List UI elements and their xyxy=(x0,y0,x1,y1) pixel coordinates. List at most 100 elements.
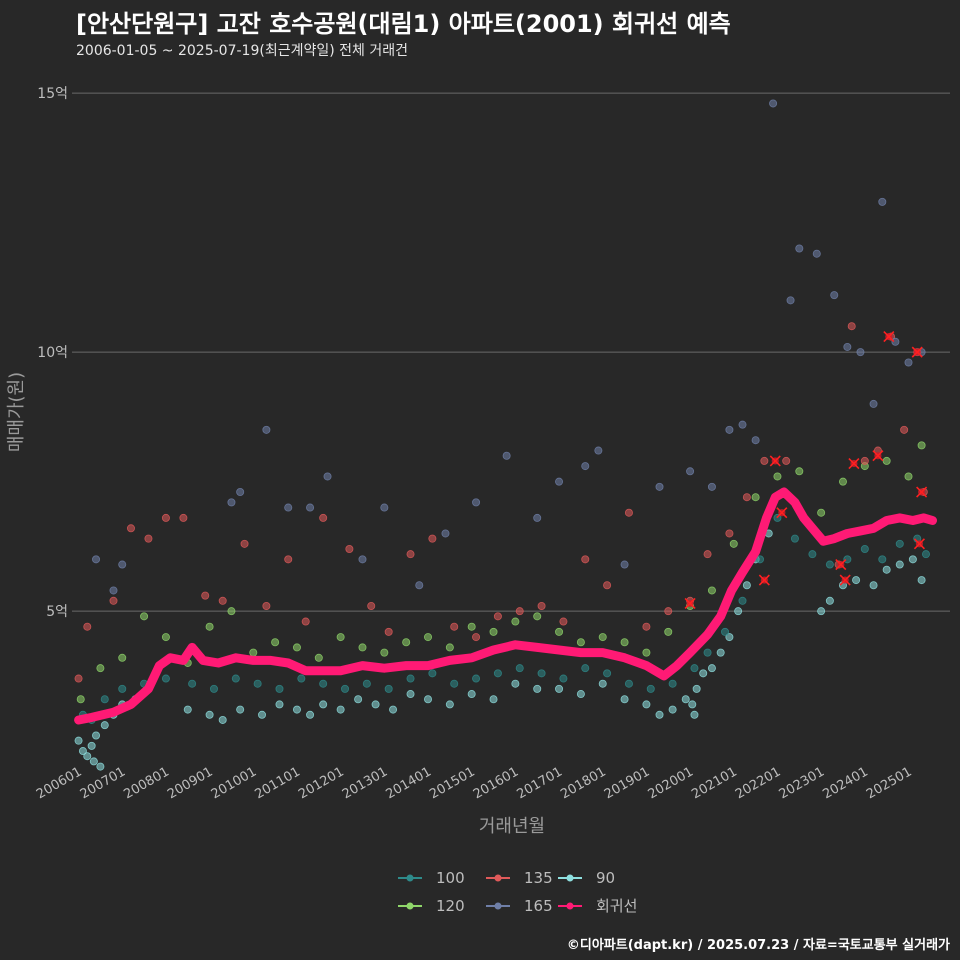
data-point-120 xyxy=(489,627,498,636)
data-point-165 xyxy=(306,503,315,512)
data-point-100 xyxy=(581,664,590,673)
data-point-165 xyxy=(869,399,878,408)
data-point-165 xyxy=(555,477,564,486)
data-point-100 xyxy=(825,560,834,569)
data-point-165 xyxy=(227,498,236,507)
data-point-90 xyxy=(74,736,83,745)
data-point-90 xyxy=(100,721,109,730)
data-point-90 xyxy=(275,700,284,709)
legend-label: 100 xyxy=(436,869,465,887)
data-point-135 xyxy=(900,425,909,434)
legend-item: 135 xyxy=(486,869,553,887)
data-point-135 xyxy=(301,617,310,626)
data-point-90 xyxy=(598,679,607,688)
data-point-120 xyxy=(533,612,542,621)
data-point-165 xyxy=(904,358,913,367)
legend-item: 120 xyxy=(398,897,465,915)
data-point-135 xyxy=(664,607,673,616)
regression-layer xyxy=(74,487,937,725)
x-tick-label: 201201 xyxy=(296,764,346,802)
data-point-135 xyxy=(406,550,415,559)
data-point-135 xyxy=(109,596,118,605)
highlight-x-mark xyxy=(916,486,928,498)
x-tick-label: 201901 xyxy=(602,764,652,802)
legend-swatch xyxy=(406,902,414,910)
data-point-165 xyxy=(856,348,865,357)
x-tick-label: 200601 xyxy=(34,764,84,802)
data-point-100 xyxy=(895,539,904,548)
legend-swatch xyxy=(406,874,414,882)
data-point-135 xyxy=(515,607,524,616)
legend-label: 회귀선 xyxy=(596,897,637,915)
data-point-135 xyxy=(319,513,328,522)
data-point-90 xyxy=(236,705,245,714)
data-point-100 xyxy=(161,674,170,683)
x-tick-label: 201801 xyxy=(558,764,608,802)
data-point-135 xyxy=(126,524,135,533)
data-point-90 xyxy=(725,633,734,642)
data-point-90 xyxy=(620,695,629,704)
data-point-90 xyxy=(96,762,105,771)
data-point-90 xyxy=(389,705,398,714)
legend-item: 90 xyxy=(558,869,615,887)
legend-item: 회귀선 xyxy=(558,897,637,915)
data-point-165 xyxy=(620,560,629,569)
y-axis-title: 매매가(원) xyxy=(6,372,27,452)
data-point-120 xyxy=(336,633,345,642)
x-tick-label: 202101 xyxy=(689,764,739,802)
legend-label: 165 xyxy=(524,897,553,915)
x-axis-ticks: 2006012007012008012009012010012011012012… xyxy=(34,764,914,802)
data-point-100 xyxy=(843,555,852,564)
data-point-120 xyxy=(271,638,280,647)
data-point-120 xyxy=(402,638,411,647)
data-point-90 xyxy=(183,705,192,714)
legend-swatch xyxy=(494,902,502,910)
data-point-120 xyxy=(118,653,127,662)
x-tick-label: 201301 xyxy=(340,764,390,802)
data-point-100 xyxy=(406,674,415,683)
data-point-120 xyxy=(664,627,673,636)
data-point-90 xyxy=(371,700,380,709)
data-point-100 xyxy=(297,674,306,683)
data-point-165 xyxy=(751,436,760,445)
data-point-120 xyxy=(314,653,323,662)
data-point-100 xyxy=(100,695,109,704)
data-point-135 xyxy=(642,622,651,631)
x-tick-label: 201401 xyxy=(384,764,434,802)
x-tick-label: 200801 xyxy=(121,764,171,802)
data-point-90 xyxy=(424,695,433,704)
data-point-165 xyxy=(795,244,804,253)
data-point-120 xyxy=(249,648,258,657)
data-point-100 xyxy=(559,674,568,683)
data-point-165 xyxy=(380,503,389,512)
x-tick-label: 201501 xyxy=(427,764,477,802)
data-point-100 xyxy=(515,664,524,673)
data-point-135 xyxy=(450,622,459,631)
data-point-90 xyxy=(852,576,861,585)
data-point-90 xyxy=(707,664,716,673)
data-point-135 xyxy=(581,555,590,564)
data-point-90 xyxy=(218,715,227,724)
data-point-90 xyxy=(869,581,878,590)
data-point-90 xyxy=(292,705,301,714)
regression-line xyxy=(74,487,937,725)
data-point-90 xyxy=(681,695,690,704)
grid-lines xyxy=(72,92,950,612)
legend-label: 135 xyxy=(524,869,553,887)
data-point-135 xyxy=(161,513,170,522)
data-point-165 xyxy=(415,581,424,590)
data-point-165 xyxy=(786,296,795,305)
data-point-165 xyxy=(830,291,839,300)
chart-title: [안산단원구] 고잔 호수공원(대림1) 아파트(2001) 회귀선 예측 xyxy=(76,10,731,38)
data-point-90 xyxy=(78,747,87,756)
data-point-165 xyxy=(594,446,603,455)
data-point-120 xyxy=(817,508,826,517)
data-point-165 xyxy=(878,197,887,206)
data-point-120 xyxy=(424,633,433,642)
data-point-100 xyxy=(537,669,546,678)
data-point-120 xyxy=(795,467,804,476)
data-point-165 xyxy=(533,513,542,522)
y-axis-ticks: 5억 10억 15억 xyxy=(37,86,68,620)
data-point-135 xyxy=(345,544,354,553)
data-point-100 xyxy=(624,679,633,688)
